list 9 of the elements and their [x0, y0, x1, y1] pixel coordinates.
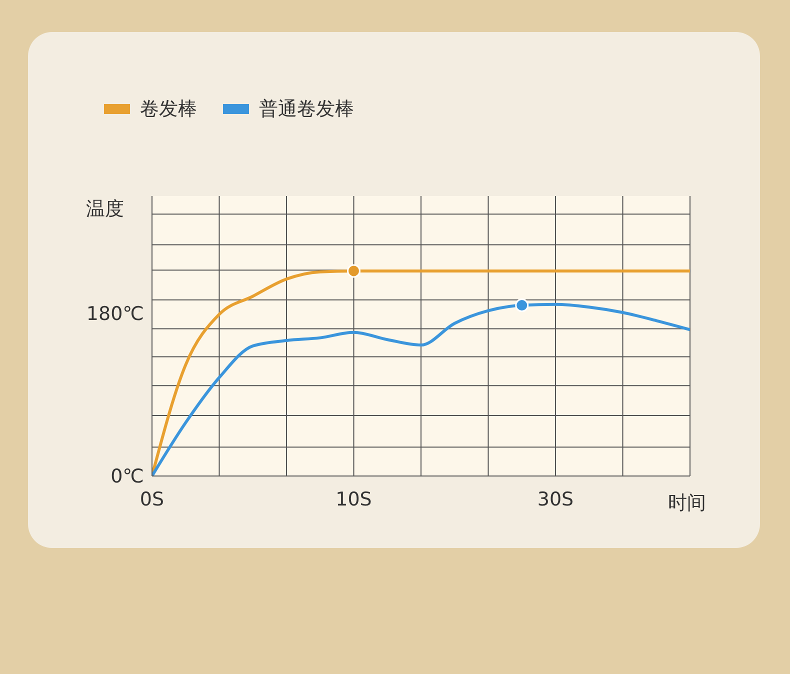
legend-label: 卷发棒 — [140, 97, 197, 122]
legend-label: 普通卷发棒 — [259, 97, 354, 122]
x-tick-label: 0S — [140, 488, 164, 510]
x-tick-label: 30S — [537, 488, 574, 510]
x-axis-title: 时间 — [668, 491, 706, 516]
x-tick-label: 10S — [336, 488, 372, 510]
y-tick-label: 180℃ — [86, 303, 144, 326]
y-tick-label: 0℃ — [110, 466, 144, 488]
y-axis-title: 温度 — [86, 197, 124, 222]
